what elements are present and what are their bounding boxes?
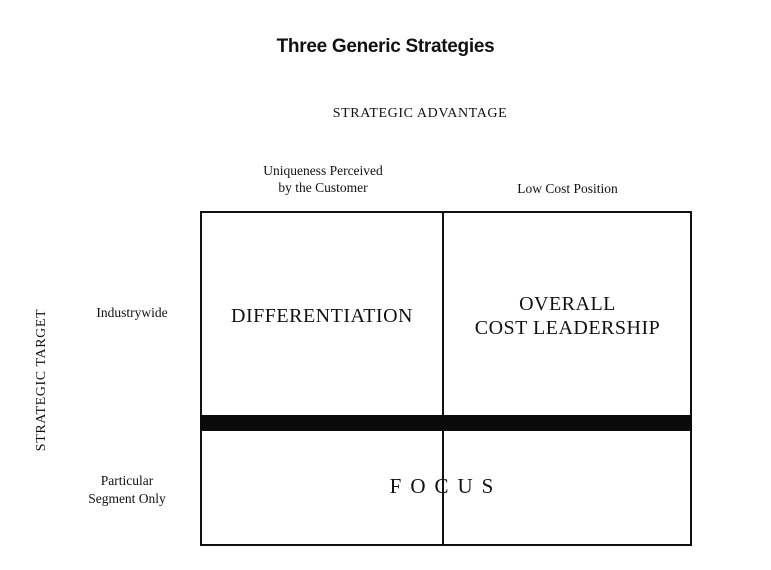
diagram-title: Three Generic Strategies xyxy=(276,36,495,57)
matrix-border-bottom xyxy=(200,544,692,546)
column-header-line: by the Customer xyxy=(278,180,368,195)
column-header-line: Low Cost Position xyxy=(517,181,618,196)
column-header-line: Uniqueness Perceived xyxy=(263,163,383,178)
row-header-line: Particular xyxy=(100,473,154,488)
row-header-industrywide: Industrywide xyxy=(72,304,192,322)
matrix-divider-vertical xyxy=(442,211,444,546)
cell-line: OVERALL xyxy=(519,293,616,315)
row-header-line: Industrywide xyxy=(96,305,168,320)
cell-overall-cost-leadership: OVERALL COST LEADERSHIP xyxy=(445,292,690,340)
matrix-border-right xyxy=(690,211,692,546)
cell-line: COST LEADERSHIP xyxy=(474,317,661,339)
row-header-line: Segment Only xyxy=(88,491,166,506)
column-header-low-cost: Low Cost Position xyxy=(445,180,690,197)
matrix-border-top xyxy=(200,211,692,213)
cell-differentiation: DIFFERENTIATION xyxy=(231,305,413,327)
vertical-axis-label: STRATEGIC TARGET xyxy=(34,308,49,452)
column-header-uniqueness: Uniqueness Perceived by the Customer xyxy=(203,162,443,196)
matrix-border-left xyxy=(200,211,202,546)
matrix-divider-horizontal-thick xyxy=(200,415,692,431)
horizontal-axis-label: STRATEGIC ADVANTAGE xyxy=(332,106,508,121)
row-header-segment: Particular Segment Only xyxy=(62,472,192,508)
cell-focus: FOCUS xyxy=(389,474,503,498)
